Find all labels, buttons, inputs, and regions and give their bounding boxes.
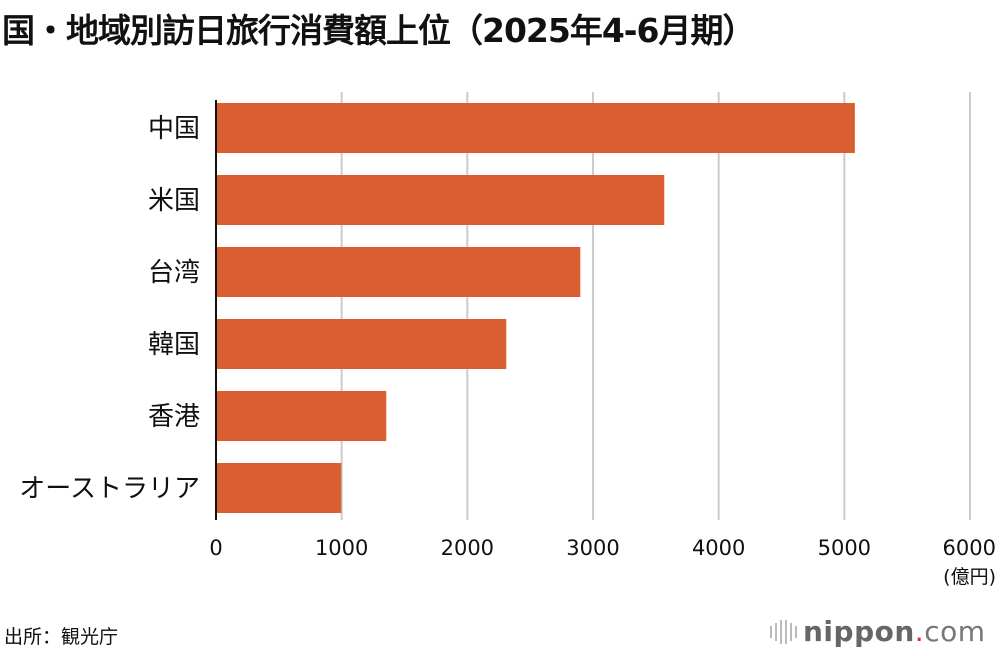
logo-waves-icon [770,619,797,644]
bar-0 [216,103,855,153]
logo-text: nippon [803,615,915,648]
x-tick-label: 5000 [818,536,871,560]
logo-dot: . [914,615,925,648]
bar-1 [216,175,665,225]
bar-5 [216,463,342,513]
category-label: 米国 [148,186,200,216]
category-label: 中国 [148,114,200,144]
x-axis-unit: (億円) [943,566,996,588]
bar-4 [216,391,387,441]
category-label: 韓国 [148,330,200,360]
logo-tld: com [924,615,986,648]
bar-2 [216,247,581,297]
x-tick-label: 2000 [441,536,494,560]
category-label: 台湾 [148,258,200,288]
nippon-logo: nippon.com [770,615,986,648]
category-label: 香港 [148,402,200,432]
chart-title: 国・地域別訪日旅行消費額上位（2025年4-6月期） [2,11,755,50]
x-tick-label: 1000 [315,536,368,560]
x-tick-label: 4000 [692,536,745,560]
bar-3 [216,319,507,369]
x-tick-label: 3000 [566,536,619,560]
category-label: オーストラリア [19,474,200,504]
x-tick-label: 0 [209,536,222,560]
x-tick-label: 6000 [943,536,996,560]
source-note: 出所：観光庁 [4,626,119,648]
